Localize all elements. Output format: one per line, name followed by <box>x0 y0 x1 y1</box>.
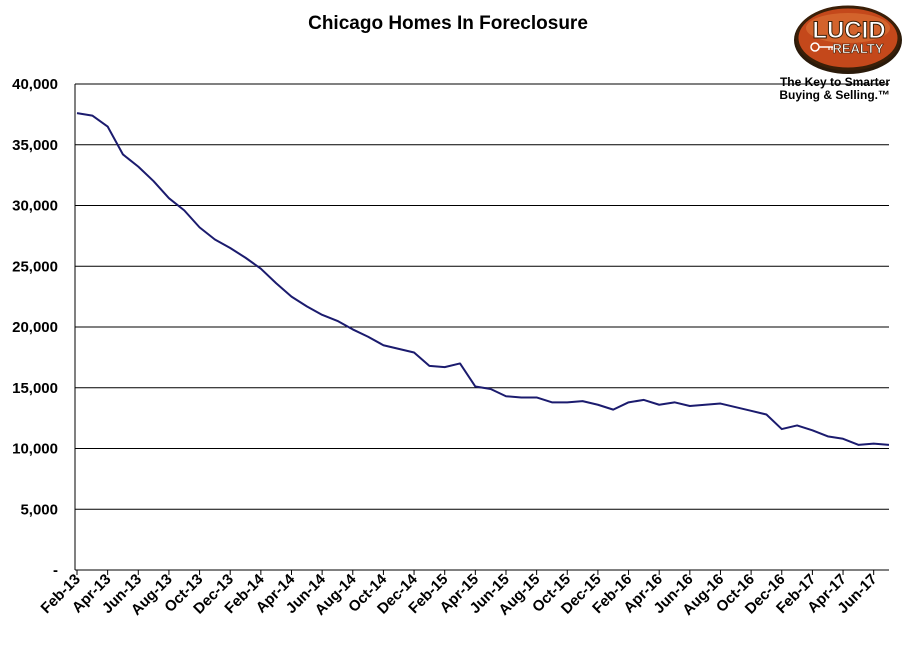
y-tick-label: 35,000 <box>12 137 58 154</box>
gridlines <box>75 83 889 510</box>
logo-word-lucid: LUCID <box>812 17 885 44</box>
y-tick-label: 5,000 <box>20 501 58 518</box>
y-tick-label: 10,000 <box>12 441 58 458</box>
y-tick-label: 30,000 <box>12 198 58 215</box>
y-tick-label: 40,000 <box>12 76 58 93</box>
y-axis-tick-labels: - 5,000 10,000 15,000 20,000 25,000 30,000 35,0… <box>12 76 58 579</box>
series-line-foreclosures <box>76 112 890 446</box>
x-axis-tick-labels: Feb-13Apr-13Jun-13Aug-13Oct-13Dec-13Feb-… <box>38 570 881 618</box>
lucid-realty-logo: LUCID REALTY The Key to Smarter Buying &… <box>779 5 902 102</box>
y-tick-label: 15,000 <box>12 380 58 397</box>
y-tick-label: - <box>53 562 58 579</box>
x-axis-tick-marks <box>76 570 875 575</box>
logo-word-realty: REALTY <box>832 41 883 56</box>
key-icon <box>810 42 833 52</box>
y-tick-label: 25,000 <box>12 258 58 275</box>
chart-title: Chicago Homes In Foreclosure <box>308 13 588 34</box>
logo-tagline-line2: Buying & Selling.™ <box>779 88 890 102</box>
logo-tagline-line1: The Key to Smarter <box>780 75 890 89</box>
y-tick-label: 20,000 <box>12 319 58 336</box>
logo-oval-highlight <box>806 13 890 43</box>
